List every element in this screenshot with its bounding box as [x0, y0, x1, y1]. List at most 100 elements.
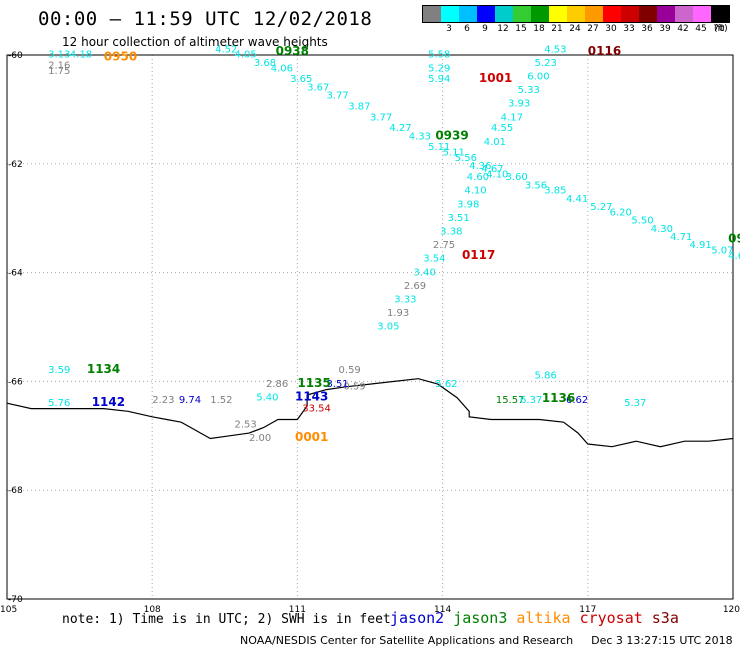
legend-swatch — [549, 6, 567, 22]
wave-height-value: 4.69 — [728, 251, 740, 262]
legend-tick-label: 9 — [482, 24, 488, 34]
legend-tick-label: 15 — [515, 24, 527, 34]
legend-tick-label: 3 — [446, 24, 452, 34]
pass-time-label: 1142 — [92, 395, 125, 409]
wave-height-value: 6.37 — [520, 395, 542, 406]
pass-time-label: 1136 — [542, 391, 575, 405]
wave-height-value: 3.33 — [394, 295, 416, 306]
legend-tick-label: 6 — [464, 24, 470, 34]
wave-height-value: 3.67 — [307, 82, 329, 93]
wave-height-value: 5.11 — [443, 148, 465, 159]
legend-tick-label: 42 — [677, 24, 689, 34]
wave-height-value: 5.40 — [256, 392, 278, 403]
wave-height-value: 2.75 — [433, 240, 455, 251]
wave-height-value: 3.13 — [48, 50, 70, 61]
wave-height-value: 3.56 — [525, 180, 547, 191]
wave-height-value: 3.98 — [457, 199, 479, 210]
wave-height-value: 3.87 — [348, 101, 370, 112]
wave-height-value: 3.77 — [326, 91, 348, 102]
wave-height-value: 4.41 — [566, 194, 588, 205]
wave-height-value: 3.68 — [254, 58, 276, 69]
legend-tick-label: 12 — [497, 24, 509, 34]
wave-height-value: 15.57 — [496, 395, 525, 406]
pass-time-label: 1135 — [297, 376, 330, 390]
wave-height-value: 5.76 — [48, 398, 70, 409]
wave-height-value: 4.17 — [501, 112, 523, 123]
wave-height-value: 1.75 — [48, 66, 70, 77]
legend-unit-label: (ft) — [714, 24, 728, 34]
legend-swatch — [603, 6, 621, 22]
legend-swatch — [639, 6, 657, 22]
wave-height-value: 0.59 — [339, 365, 361, 376]
wave-height-value: 3.38 — [440, 227, 462, 238]
map-subtitle: 12 hour collection of altimeter wave hei… — [62, 35, 328, 49]
wave-height-value: 5.07 — [711, 246, 733, 257]
wave-height-value: 4.10 — [486, 169, 508, 180]
wave-height-value: 5.86 — [535, 371, 557, 382]
wave-height-value: 2.23 — [152, 395, 174, 406]
wave-height-value: 5.37 — [624, 398, 646, 409]
wave-height-value: 4.55 — [491, 123, 513, 134]
map-frame — [6, 54, 734, 600]
wave-height-value: 4.06 — [271, 63, 293, 74]
wave-height-value: 3.93 — [508, 99, 530, 110]
satellite-jason2-label: jason2 — [390, 609, 445, 627]
wave-height-value: 4.18 — [70, 50, 92, 61]
wave-height-value: 5.58 — [428, 50, 450, 61]
wave-height-value: 2.86 — [266, 379, 288, 390]
legend-swatch — [513, 6, 531, 22]
wave-height-value: 3.51 — [447, 213, 469, 224]
pass-time-label: 0116 — [588, 44, 621, 58]
latitude-label: -68 — [8, 486, 23, 496]
latitude-label: -64 — [8, 269, 23, 279]
wave-height-value: 5.94 — [428, 74, 450, 85]
wave-height-value: 5.27 — [590, 202, 612, 213]
wave-height-value: 4.05 — [234, 50, 256, 61]
longitude-label: 105 — [0, 605, 17, 615]
legend-tick-label: 30 — [605, 24, 617, 34]
longitude-label: 120 — [723, 605, 740, 615]
wave-height-value: 2.69 — [404, 281, 426, 292]
satellite-altika-label: altika — [516, 609, 571, 627]
wave-height-value: 3.60 — [506, 172, 528, 183]
wave-height-value: 5.50 — [631, 216, 653, 227]
legend-swatch — [693, 6, 711, 22]
legend-swatch — [531, 6, 549, 22]
wave-height-value: 3.40 — [414, 267, 436, 278]
wave-height-value: 5.56 — [455, 153, 477, 164]
wave-height-value: 0.59 — [343, 382, 365, 393]
wave-height-value: 3.54 — [423, 254, 445, 265]
legend-tick-label: 39 — [659, 24, 671, 34]
legend-tick-label: 27 — [587, 24, 599, 34]
wave-height-value: 4.33 — [409, 131, 431, 142]
legend-swatch — [585, 6, 603, 22]
legend-tick-label: 18 — [533, 24, 545, 34]
legend-swatch — [477, 6, 495, 22]
pass-time-label: 1143 — [295, 389, 328, 403]
wave-height-value: 2.00 — [249, 433, 271, 444]
wave-height-value: 6.20 — [610, 207, 632, 218]
legend-swatch — [441, 6, 459, 22]
satellite-cryosat-label: cryosat — [579, 609, 643, 627]
wave-height-value: 6.00 — [527, 71, 549, 82]
map-title: 00:00 – 11:59 UTC 12/02/2018 — [38, 8, 373, 30]
color-scale-legend — [422, 5, 730, 23]
wave-height-value: 6.62 — [566, 395, 588, 406]
color-scale-labels: 3 6 9 12 15 18 21 24 27 30 33 36 39 42 45 70 (ft) — [422, 24, 728, 36]
wave-height-value: 2.53 — [234, 420, 256, 431]
wave-height-value: 5.23 — [535, 58, 557, 69]
latitude-label: -62 — [8, 160, 23, 170]
pass-time-label: 1001 — [479, 71, 512, 85]
credit-line: NOAA/NESDIS Center for Satellite Applica… — [240, 634, 733, 647]
credit-text: NOAA/NESDIS Center for Satellite Applica… — [240, 634, 574, 647]
wave-height-value: 4.67 — [481, 164, 503, 175]
wave-height-value: 2.16 — [48, 61, 70, 72]
wave-height-value: 5.29 — [428, 63, 450, 74]
wave-height-value: 9.74 — [179, 395, 201, 406]
pass-time-label: 0940 — [728, 232, 740, 246]
wave-height-value: 5.33 — [518, 85, 540, 96]
satellite-jason3-label: jason3 — [453, 609, 508, 627]
pass-time-label: 0117 — [462, 248, 495, 262]
